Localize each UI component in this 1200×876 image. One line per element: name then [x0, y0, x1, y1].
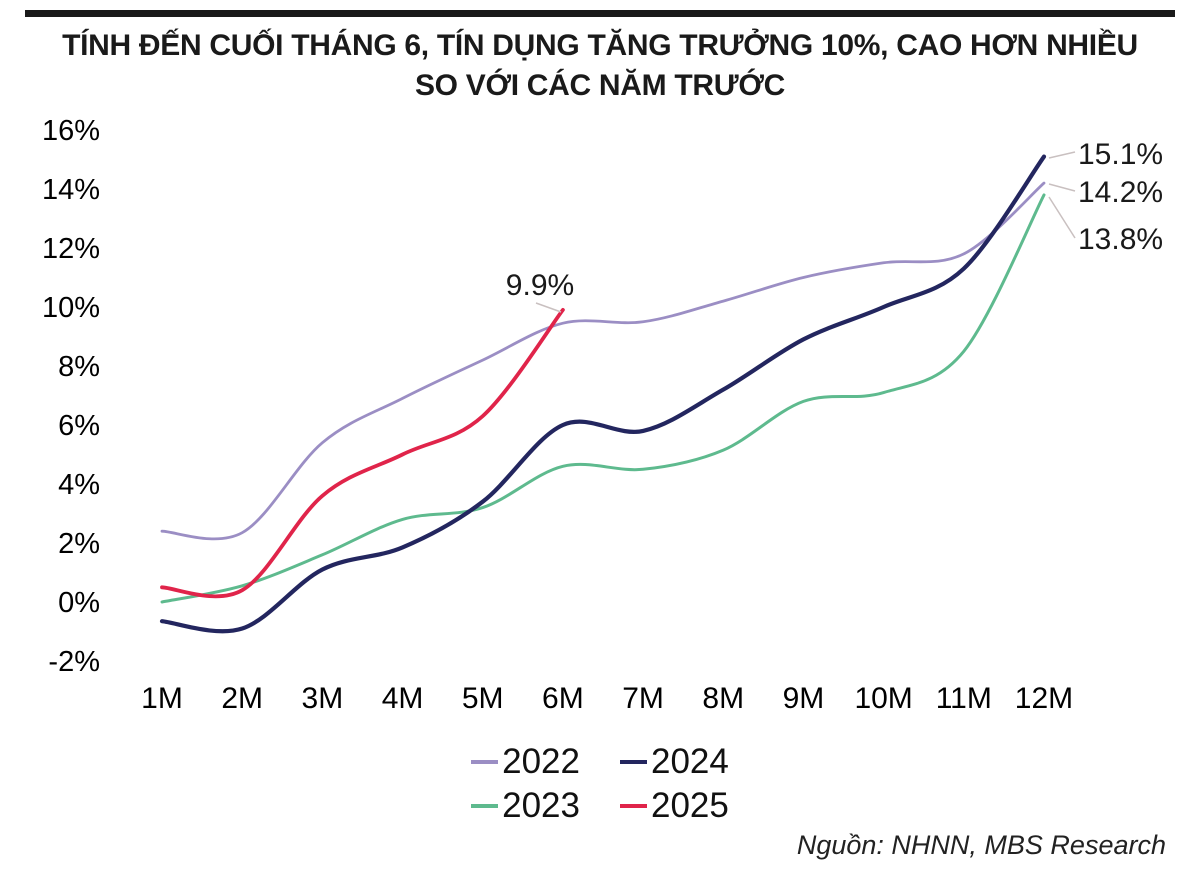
legend-dash-2025 [620, 804, 647, 808]
leader-line-9.9% [535, 302, 562, 313]
legend-item-2022: 2022 [471, 742, 580, 782]
legend: 2022 2024 2023 2025 [0, 742, 1200, 826]
series-lines [159, 154, 1047, 634]
x-axis-label-4M: 4M [382, 682, 424, 715]
legend-grid: 2022 2024 2023 2025 [471, 742, 729, 826]
legend-label-2025: 2025 [651, 786, 729, 825]
y-axis-label-14%: 14% [42, 174, 100, 206]
legend-dash-2024 [620, 760, 647, 764]
data-label-9.9%: 9.9% [506, 269, 574, 302]
data-label-15.1%: 15.1% [1078, 138, 1163, 171]
y-axis-label-8%: 8% [58, 351, 100, 383]
data-label-13.8%: 13.8% [1078, 223, 1163, 256]
legend-dash-2022 [471, 760, 499, 764]
y-axis-label--2%: -2% [48, 646, 100, 678]
y-axis-label-16%: 16% [42, 115, 100, 147]
y-axis-label-10%: 10% [42, 292, 100, 324]
leader-line-13.8% [1048, 196, 1076, 239]
x-axis-label-3M: 3M [302, 682, 344, 715]
line-2023 [160, 193, 1046, 604]
x-axis-label-1M: 1M [141, 682, 183, 715]
chart-title-line1: TÍNH ĐẾN CUỐI THÁNG 6, TÍN DỤNG TĂNG TRƯ… [62, 29, 1138, 62]
x-axis-label-6M: 6M [542, 682, 584, 715]
legend-label-2023: 2023 [502, 786, 580, 825]
x-axis-label-2M: 2M [221, 682, 263, 715]
x-axis-label-10M: 10M [854, 682, 912, 715]
x-axis: 1M 2M 3M 4M 5M 6M 7M 8M 9M 10M 11M 12M [141, 682, 1073, 715]
legend-item-2023: 2023 [471, 786, 580, 826]
x-axis-label-5M: 5M [462, 682, 504, 715]
x-axis-label-7M: 7M [622, 682, 664, 715]
x-axis-label-12M: 12M [1015, 682, 1073, 715]
leader-line-15.1% [1048, 151, 1076, 159]
legend-item-2025: 2025 [620, 786, 729, 826]
source-credit: Nguồn: NHNN, MBS Research [796, 830, 1166, 860]
x-axis-label-9M: 9M [783, 682, 825, 715]
title-top-rule [25, 10, 1175, 17]
y-axis-label-12%: 12% [42, 233, 100, 265]
x-axis-label-11M: 11M [936, 682, 992, 715]
legend-label-2024: 2024 [651, 742, 729, 781]
chart-title-line2: SO VỚI CÁC NĂM TRƯỚC [414, 68, 786, 102]
line-2024 [159, 154, 1047, 634]
y-axis-label-4%: 4% [58, 469, 100, 501]
y-axis-label-0%: 0% [58, 587, 100, 619]
legend-label-2022: 2022 [502, 742, 580, 781]
y-axis-label-6%: 6% [58, 410, 100, 442]
chart-title: TÍNH ĐẾN CUỐI THÁNG 6, TÍN DỤNG TĂNG TRƯ… [50, 26, 1150, 105]
x-axis-label-8M: 8M [702, 682, 744, 715]
legend-dash-2023 [471, 804, 499, 808]
data-labels: 9.9% 15.1% 14.2% 13.8% [506, 138, 1163, 313]
line-2022 [160, 181, 1046, 541]
leader-line-14.2% [1048, 183, 1076, 192]
y-axis-label-2%: 2% [58, 528, 100, 560]
data-label-14.2%: 14.2% [1078, 176, 1163, 209]
line-2025 [160, 308, 565, 599]
y-axis: 16% 14% 12% 10% 8% 6% 4% 2% 0% -2% [42, 115, 100, 678]
legend-item-2024: 2024 [620, 742, 729, 782]
